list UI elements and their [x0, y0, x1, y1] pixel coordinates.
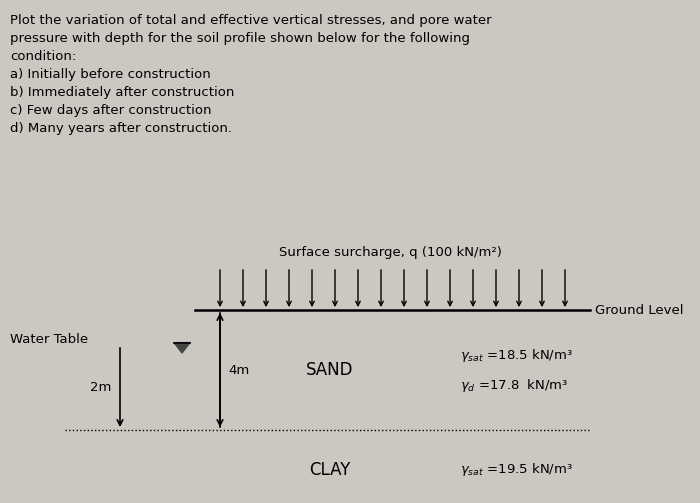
Text: $\gamma_{sat}$ =19.5 kN/m³: $\gamma_{sat}$ =19.5 kN/m³: [460, 461, 573, 478]
Text: Water Table: Water Table: [10, 333, 88, 346]
Text: d) Many years after construction.: d) Many years after construction.: [10, 122, 232, 135]
Text: pressure with depth for the soil profile shown below for the following: pressure with depth for the soil profile…: [10, 32, 470, 45]
Text: CLAY: CLAY: [309, 461, 351, 479]
Polygon shape: [174, 343, 190, 353]
Text: b) Immediately after construction: b) Immediately after construction: [10, 86, 235, 99]
Text: condition:: condition:: [10, 50, 76, 63]
Text: Plot the variation of total and effective vertical stresses, and pore water: Plot the variation of total and effectiv…: [10, 14, 491, 27]
Text: SAND: SAND: [307, 361, 354, 379]
Text: Ground Level: Ground Level: [595, 303, 683, 316]
Text: 4m: 4m: [228, 364, 249, 377]
Text: a) Initially before construction: a) Initially before construction: [10, 68, 211, 81]
Text: 2m: 2m: [90, 381, 111, 394]
Text: $\gamma_d$ =17.8  kN/m³: $\gamma_d$ =17.8 kN/m³: [460, 377, 568, 393]
Text: Surface surcharge, q (100 kN/m²): Surface surcharge, q (100 kN/m²): [279, 246, 501, 259]
Text: $\gamma_{sat}$ =18.5 kN/m³: $\gamma_{sat}$ =18.5 kN/m³: [460, 347, 573, 364]
Text: c) Few days after construction: c) Few days after construction: [10, 104, 211, 117]
